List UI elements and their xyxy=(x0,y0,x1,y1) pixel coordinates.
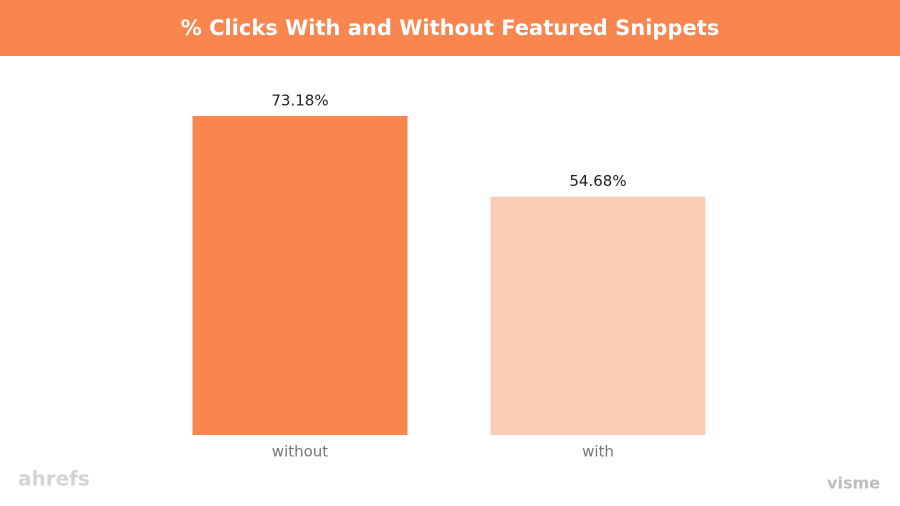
bar xyxy=(192,116,408,435)
chart-title: % Clicks With and Without Featured Snipp… xyxy=(181,16,720,40)
x-tick-label: with xyxy=(582,443,614,461)
title-bar xyxy=(0,0,900,56)
value-label: 54.68% xyxy=(569,172,626,190)
x-tick-label: without xyxy=(272,443,329,461)
brand-left: ahrefs xyxy=(18,467,90,491)
brand-right: visme xyxy=(827,474,880,493)
bar xyxy=(490,196,706,435)
value-label: 73.18% xyxy=(271,92,328,110)
